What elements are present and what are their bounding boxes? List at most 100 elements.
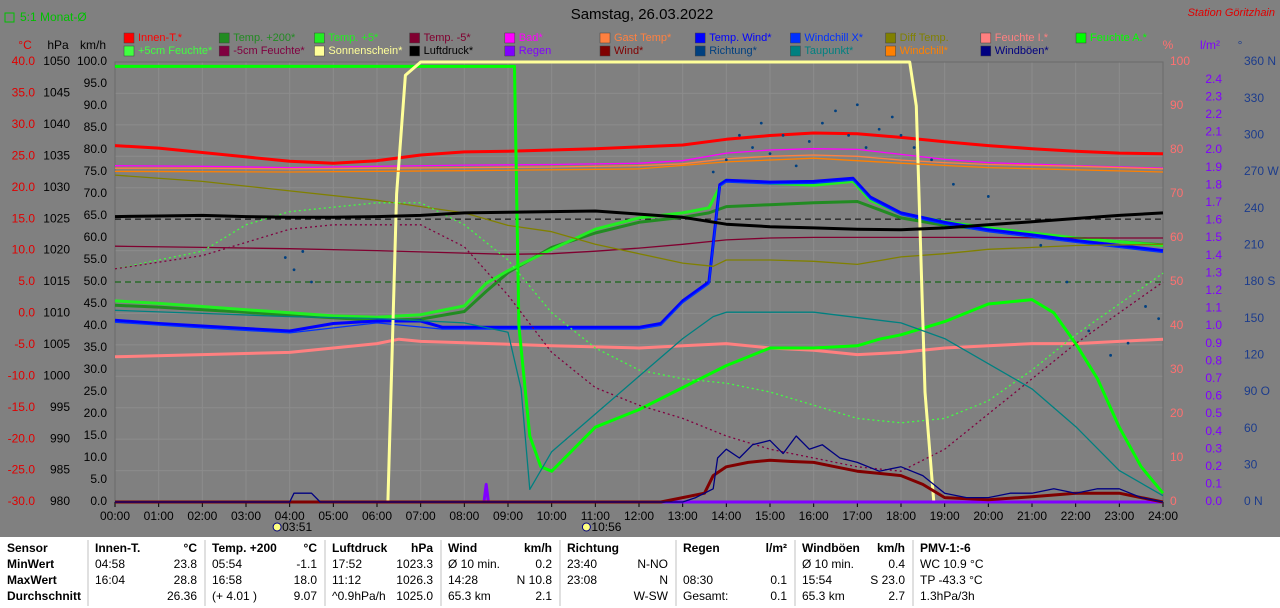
x-tick-label: 18:00 xyxy=(886,509,916,523)
x-tick-label: 12:00 xyxy=(624,509,654,523)
x-tick-label: 01:00 xyxy=(144,509,174,523)
table-cell: 9.07 xyxy=(294,589,318,603)
y-tick-label: 1.6 xyxy=(1205,213,1222,227)
table-cell: 11:12 xyxy=(332,573,361,587)
y-tick-label: 1045 xyxy=(43,86,70,100)
y-tick-label: 65.0 xyxy=(84,208,108,222)
table-cell: Wind xyxy=(448,541,477,555)
y-tick-label: 10.0 xyxy=(12,243,36,257)
event-label: 03:51 xyxy=(282,520,312,534)
y-tick-label: 1.1 xyxy=(1205,301,1222,315)
y-tick-label: 0.8 xyxy=(1205,353,1222,367)
table-cell: W-SW xyxy=(634,589,669,603)
direction-dot xyxy=(738,133,741,137)
legend-label: Temp. +200* xyxy=(233,32,296,44)
direction-dot xyxy=(877,127,881,131)
y-tick-label: 20.0 xyxy=(12,180,36,194)
y-tick-label: -20.0 xyxy=(8,431,36,445)
toggle-checkbox[interactable] xyxy=(4,12,15,23)
table-cell: 2.1 xyxy=(535,589,552,603)
y-tick-label: 985 xyxy=(50,463,70,477)
series-line xyxy=(114,157,1164,173)
table-cell: Ø 10 min. xyxy=(448,557,500,571)
table-cell: 28.8 xyxy=(174,573,198,587)
direction-dot xyxy=(864,146,868,149)
axis-title: % xyxy=(1163,38,1174,52)
x-tick-label: 22:00 xyxy=(1061,509,1091,523)
direction-dot xyxy=(283,256,287,259)
station-name: Station Göritzhain xyxy=(1188,7,1275,19)
table-cell: Windböen xyxy=(802,541,860,555)
y-tick-label: 40 xyxy=(1170,318,1184,332)
x-tick-label: 09:00 xyxy=(493,509,523,523)
table-cell: 1.3hPa/3h xyxy=(920,589,975,603)
table-cell: MaxWert xyxy=(7,573,57,587)
legend-swatch xyxy=(504,45,516,57)
y-tick-label: 1.3 xyxy=(1205,265,1222,279)
x-tick-label: 21:00 xyxy=(1017,509,1047,523)
y-tick-label: 5.0 xyxy=(18,274,35,288)
y-tick-label: 30 xyxy=(1244,458,1258,472)
table-cell: -1.1 xyxy=(296,557,317,571)
y-tick-label: 995 xyxy=(50,400,70,414)
series-line xyxy=(114,224,1164,472)
legend-swatch xyxy=(790,32,801,44)
legend-label: Wind* xyxy=(614,45,644,57)
table-cell: 65.3 km xyxy=(448,589,491,603)
y-tick-label: 15.0 xyxy=(84,428,108,442)
table-cell: km/h xyxy=(877,541,905,555)
direction-dot xyxy=(781,133,785,137)
legend-swatch xyxy=(314,45,325,57)
y-tick-label: 35.0 xyxy=(84,340,108,354)
direction-dot xyxy=(1144,305,1147,308)
legend-label: Gast Temp* xyxy=(614,32,672,44)
legend-label: Feuchte A.* xyxy=(1090,32,1148,44)
table-cell: (+ 4.01 ) xyxy=(212,589,257,603)
y-tick-label: 0.3 xyxy=(1205,441,1222,455)
y-tick-label: 70 xyxy=(1170,186,1184,200)
y-tick-label: 210 xyxy=(1244,238,1264,252)
x-tick-label: 03:00 xyxy=(231,509,261,523)
y-tick-label: 1.2 xyxy=(1205,283,1222,297)
x-tick-label: 24:00 xyxy=(1148,509,1178,523)
y-tick-label: 100.0 xyxy=(77,54,107,68)
table-cell: 16:04 xyxy=(95,573,125,587)
table-cell: 1023.3 xyxy=(396,557,433,571)
y-tick-label: 270 W xyxy=(1244,164,1279,178)
toggle-label[interactable]: 5:1 Monat-Ø xyxy=(20,10,87,24)
legend-label: Bad* xyxy=(519,32,544,44)
direction-dot xyxy=(1065,280,1069,284)
y-tick-label: 75.0 xyxy=(84,164,108,178)
y-tick-label: 300 xyxy=(1244,128,1264,142)
table-cell: 08:30 xyxy=(683,573,713,587)
y-tick-label: 1010 xyxy=(43,306,70,320)
direction-dot xyxy=(1157,317,1161,321)
direction-dot xyxy=(899,133,903,137)
table-cell: WC 10.9 °C xyxy=(920,557,984,571)
stats-table xyxy=(0,537,1280,608)
y-tick-label: 20.0 xyxy=(84,406,108,420)
series-line xyxy=(114,236,1163,255)
y-tick-label: 20 xyxy=(1170,406,1184,420)
table-cell: 1026.3 xyxy=(396,573,433,587)
y-tick-label: 0.0 xyxy=(90,494,107,508)
direction-dot xyxy=(890,115,894,119)
y-tick-label: -10.0 xyxy=(8,368,36,382)
axis-title: km/h xyxy=(80,38,106,52)
table-cell: Luftdruck xyxy=(332,541,388,555)
y-tick-label: -5.0 xyxy=(14,337,35,351)
y-tick-label: 2.3 xyxy=(1205,89,1222,103)
axis-title: °C xyxy=(18,38,32,52)
series-line xyxy=(114,179,1164,334)
table-cell: MinWert xyxy=(7,557,54,571)
direction-dot xyxy=(855,103,859,107)
table-cell: N xyxy=(659,573,668,587)
legend-swatch xyxy=(218,45,230,57)
direction-dot xyxy=(912,146,916,149)
series-line xyxy=(115,64,1165,495)
axis-title: hPa xyxy=(47,38,69,52)
y-tick-label: 2.4 xyxy=(1205,72,1222,86)
y-tick-label: 95.0 xyxy=(84,76,108,90)
y-tick-label: 990 xyxy=(50,431,70,445)
